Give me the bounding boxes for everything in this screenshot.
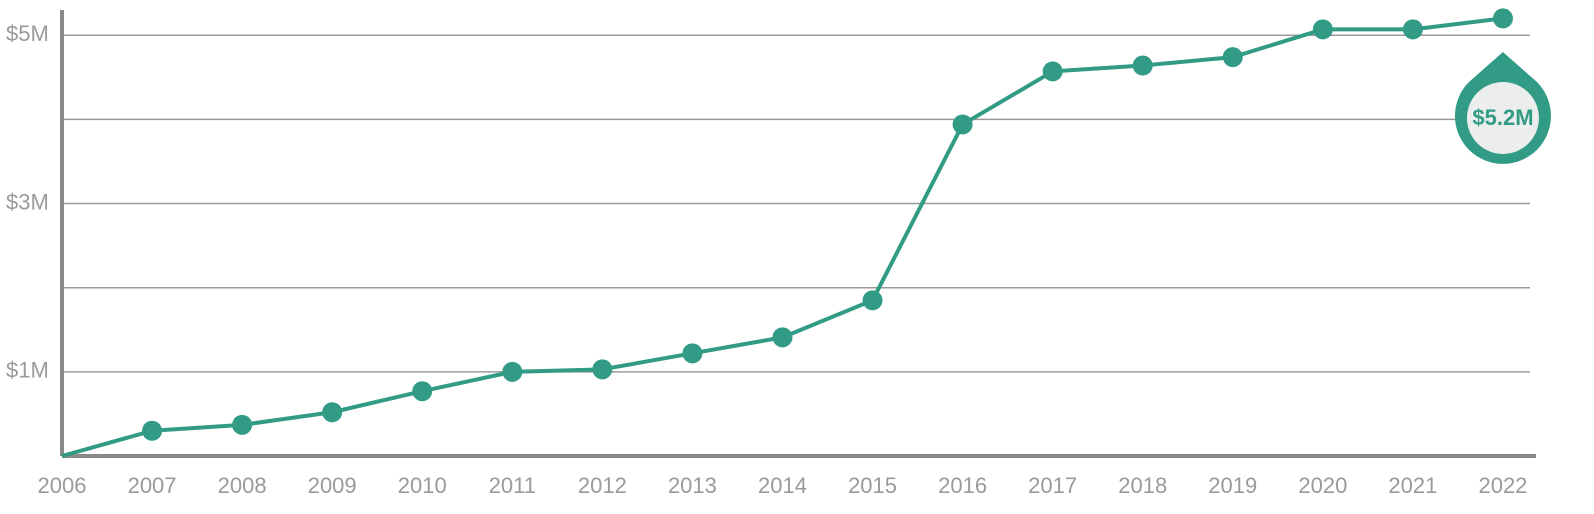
data-point [1042,61,1063,82]
data-point [592,359,613,380]
x-tick-label: 2009 [308,473,357,498]
data-point [862,290,883,311]
x-tick-label: 2007 [128,473,177,498]
data-point [142,420,163,441]
data-point [952,114,973,135]
x-tick-label: 2012 [578,473,627,498]
x-tick-label: 2017 [1028,473,1077,498]
x-tick-label: 2013 [668,473,717,498]
x-tick-label: 2006 [38,473,87,498]
x-tick-label: 2018 [1118,473,1167,498]
marker-inner [1466,82,1539,154]
x-tick-label: 2019 [1208,473,1257,498]
y-tick-label: $3M [6,189,49,214]
x-tick-label: 2015 [848,473,897,498]
data-point [232,414,253,435]
data-point [1312,19,1333,40]
data-point [412,381,433,402]
y-tick-label: $5M [6,21,49,46]
data-point [502,361,523,382]
data-point [1132,55,1153,76]
x-tick-label: 2022 [1478,473,1527,498]
x-tick-label: 2016 [938,473,987,498]
y-tick-label: $1M [6,358,49,383]
value-marker: $5.2M [1454,52,1551,164]
x-tick-label: 2014 [758,473,807,498]
x-tick-label: 2021 [1388,473,1437,498]
data-point [1402,19,1423,40]
x-tick-label: 2010 [398,473,447,498]
data-line [61,16,1504,458]
data-point [682,343,703,364]
data-point [322,402,343,423]
data-label: $5.2M [1472,105,1533,130]
data-point [772,327,793,348]
data-point [1492,8,1513,29]
x-tick-label: 2008 [218,473,267,498]
x-tick-label: 2011 [489,473,536,498]
x-tick-label: 2020 [1298,473,1347,498]
data-point [1222,47,1243,68]
